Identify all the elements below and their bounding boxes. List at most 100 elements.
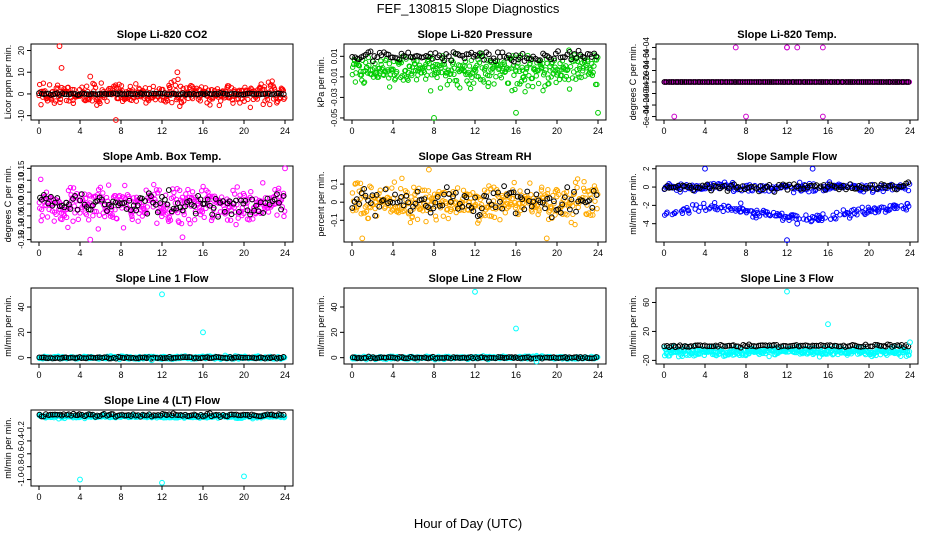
overlay-point (555, 206, 561, 213)
primary-point (163, 212, 169, 218)
panel-4: Slope Amb. Box Temp.degrees C per min.0 4… (3, 151, 294, 258)
overlay-point (590, 188, 597, 194)
primary-point (405, 77, 411, 83)
outlier-point (809, 165, 816, 172)
primary-point (363, 208, 370, 215)
overlay-point (201, 200, 208, 207)
overlay-point (566, 48, 573, 55)
overlay-point (890, 79, 896, 85)
overlay-point (119, 200, 126, 207)
x-tick-label: 8 (118, 126, 123, 136)
primary-point (529, 209, 535, 215)
overlay-point (258, 91, 264, 98)
overlay-point (405, 49, 412, 56)
primary-point (265, 209, 272, 215)
outlier-point (513, 325, 519, 332)
overlay-point (537, 57, 543, 64)
outlier-point (56, 43, 63, 50)
outlier-point (794, 44, 801, 51)
x-tick-label: 24 (280, 370, 290, 380)
primary-point (545, 186, 551, 193)
overlay-point (436, 203, 443, 209)
overlay-point (217, 199, 224, 206)
primary-point (444, 82, 450, 88)
primary-point (454, 82, 461, 88)
primary-point (576, 74, 582, 80)
overlay-point (831, 79, 838, 85)
primary-point (189, 189, 196, 195)
panel-title: Slope Line 3 Flow (741, 273, 834, 285)
primary-point (104, 198, 111, 204)
primary-point (579, 68, 586, 74)
primary-point (102, 213, 108, 220)
overlay-point (478, 205, 485, 212)
overlay-point (43, 195, 49, 202)
primary-point (531, 203, 538, 210)
overlay-point (427, 209, 434, 216)
primary-point (54, 82, 61, 88)
overlay-point (192, 210, 199, 217)
primary-point (502, 69, 508, 75)
overlay-point (133, 207, 140, 214)
x-tick-label: 20 (864, 248, 874, 258)
primary-point (460, 187, 467, 194)
primary-point (70, 218, 76, 224)
primary-point (684, 204, 690, 211)
primary-point (114, 216, 120, 222)
outlier-point (595, 109, 601, 116)
overlay-point (414, 52, 420, 59)
data-points (36, 165, 288, 243)
outlier-point (58, 64, 65, 71)
primary-point (457, 85, 463, 91)
primary-point (528, 192, 534, 198)
primary-point (501, 61, 508, 67)
primary-point (378, 58, 384, 64)
x-tick-label: 4 (77, 248, 82, 258)
overlay-point (278, 206, 285, 213)
primary-point (275, 188, 281, 194)
primary-point (574, 176, 581, 182)
x-tick-label: 12 (157, 248, 167, 258)
primary-point (567, 63, 574, 70)
primary-point (677, 189, 683, 195)
primary-point (377, 187, 383, 193)
primary-point (476, 60, 483, 66)
overlay-point (508, 189, 515, 196)
primary-point (535, 80, 542, 87)
overlay-point (666, 79, 673, 85)
primary-point (356, 63, 363, 69)
primary-point (168, 79, 174, 86)
overlay-point (495, 189, 501, 196)
overlay-point (51, 199, 58, 206)
x-tick-label: 0 (349, 370, 354, 380)
overlay-point (766, 79, 773, 85)
primary-point (199, 209, 206, 215)
overlay-point (447, 198, 454, 205)
x-tick-label: 4 (702, 126, 707, 136)
x-tick-label: 20 (239, 370, 249, 380)
primary-point (803, 212, 809, 218)
outlier-point (513, 109, 519, 116)
x-tick-label: 16 (511, 248, 521, 258)
primary-point (411, 184, 417, 190)
overlay-point (198, 90, 204, 97)
overlay-point (353, 196, 360, 203)
overlay-point (463, 194, 470, 201)
primary-point (434, 74, 440, 81)
primary-point (67, 184, 74, 191)
y-tick-label: -2 (642, 201, 651, 209)
x-tick-label: 4 (390, 370, 395, 380)
x-tick-label: 0 (661, 248, 666, 258)
primary-point (214, 86, 221, 92)
x-tick-label: 20 (552, 126, 562, 136)
primary-point (261, 84, 268, 90)
overlay-point (247, 211, 254, 218)
x-tick-label: 16 (198, 248, 208, 258)
overlay-point (573, 54, 580, 61)
overlay-point (414, 188, 421, 195)
overlay-point (559, 201, 566, 208)
overlay-point (505, 52, 512, 59)
overlay-point (362, 192, 369, 199)
y-tick-label: -0.01 (330, 67, 339, 86)
